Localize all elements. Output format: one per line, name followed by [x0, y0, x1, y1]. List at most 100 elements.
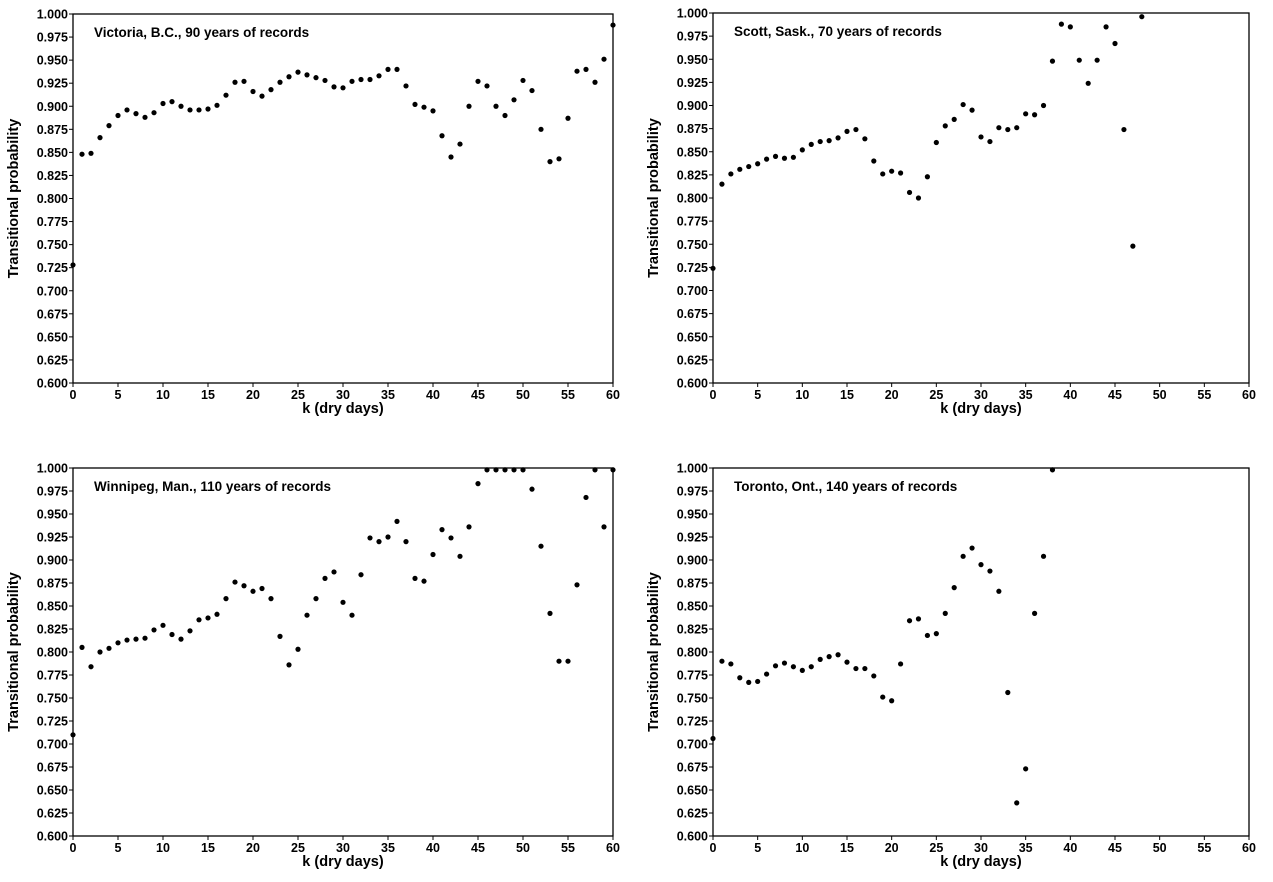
data-point	[601, 56, 607, 62]
y-tick-label: 0.600	[37, 830, 68, 844]
y-tick-label: 0.925	[37, 77, 68, 91]
data-point	[853, 126, 859, 133]
x-tick-label: 45	[471, 841, 485, 855]
data-point	[764, 671, 770, 677]
data-point	[340, 85, 346, 91]
y-tick-label: 0.975	[677, 485, 708, 499]
data-point	[790, 154, 797, 160]
y-tick-label: 1.000	[37, 462, 68, 476]
data-point	[304, 612, 310, 618]
data-point	[1076, 57, 1082, 63]
chart-panel-2: 0.600 0.625 0.650 0.675 0.700 0.725 0.750 0.775…	[646, 7, 1256, 418]
y-axis-title: Transitional probability	[6, 119, 22, 279]
data-point	[322, 77, 328, 84]
x-tick-label: 25	[929, 388, 943, 402]
y-tick-label: 0.725	[37, 261, 68, 275]
data-point	[466, 103, 472, 109]
x-tick-label: 25	[291, 841, 305, 855]
y-tick-label: 0.900	[37, 554, 68, 568]
data-point	[457, 141, 463, 147]
data-point	[1032, 610, 1038, 616]
data-point	[133, 111, 139, 117]
y-tick-label: 0.725	[677, 715, 708, 729]
data-point	[906, 189, 913, 196]
data-point	[502, 112, 508, 119]
y-tick-label: 0.650	[677, 330, 708, 344]
data-point	[1005, 126, 1011, 133]
data-point	[214, 102, 220, 108]
y-tick-label: 0.775	[37, 669, 68, 683]
x-tick-label: 10	[795, 388, 809, 402]
data-point	[960, 553, 966, 559]
panel-title: Scott, Sask., 70 years of records	[734, 24, 942, 39]
x-tick-label: 60	[606, 388, 620, 402]
y-tick-label: 0.600	[37, 377, 68, 391]
data-point	[808, 141, 814, 147]
y-tick-label: 0.675	[37, 307, 68, 321]
y-tick-label: 0.700	[37, 738, 68, 752]
data-point	[277, 633, 283, 639]
y-tick-label: 0.700	[37, 284, 68, 298]
data-point	[502, 467, 508, 473]
data-point	[737, 166, 743, 172]
data-point	[268, 596, 274, 602]
x-tick-label: 45	[471, 388, 485, 402]
x-tick-label: 50	[1153, 388, 1167, 402]
y-tick-label: 0.600	[677, 377, 708, 391]
x-tick-label: 40	[1063, 388, 1077, 402]
y-tick-label: 0.950	[677, 53, 708, 67]
y-tick-label: 0.600	[677, 830, 708, 844]
data-point	[115, 640, 121, 646]
data-point	[862, 665, 868, 672]
data-point	[385, 66, 391, 72]
data-point	[951, 116, 957, 122]
data-point	[349, 78, 355, 84]
x-tick-label: 60	[1242, 841, 1256, 855]
x-tick-label: 30	[974, 388, 988, 402]
data-point	[196, 107, 202, 113]
data-point	[1005, 689, 1011, 696]
y-tick-label: 0.800	[677, 192, 708, 206]
x-tick-label: 20	[246, 841, 260, 855]
data-point	[79, 644, 85, 651]
data-point	[250, 88, 256, 95]
data-point	[142, 635, 148, 641]
x-tick-label: 35	[1019, 388, 1033, 402]
data-point	[826, 654, 832, 660]
data-point	[1130, 243, 1136, 249]
data-point	[556, 156, 562, 162]
data-point	[924, 174, 931, 180]
y-tick-label: 0.650	[37, 784, 68, 798]
y-tick-label: 0.775	[37, 215, 68, 229]
data-point	[268, 87, 274, 93]
y-tick-label: 0.900	[37, 100, 68, 114]
x-tick-label: 50	[516, 841, 530, 855]
data-point	[889, 168, 895, 174]
y-tick-label: 0.950	[37, 508, 68, 522]
y-tick-label: 0.825	[37, 623, 68, 637]
y-tick-label: 0.875	[37, 577, 68, 591]
data-point	[430, 551, 436, 558]
y-tick-label: 0.850	[37, 146, 68, 160]
x-tick-label: 5	[754, 388, 761, 402]
data-point	[259, 585, 265, 592]
data-point	[898, 170, 904, 176]
data-point	[493, 467, 499, 473]
data-point	[142, 114, 148, 120]
x-tick-label: 40	[426, 388, 440, 402]
data-point	[583, 494, 589, 501]
y-tick-label: 0.700	[677, 738, 708, 752]
data-point	[728, 661, 734, 667]
y-tick-label: 0.900	[677, 554, 708, 568]
data-point	[1014, 125, 1020, 131]
data-point	[1040, 102, 1047, 109]
data-point	[304, 72, 310, 78]
y-tick-label: 0.750	[37, 692, 68, 706]
data-point	[223, 596, 229, 602]
data-point	[358, 572, 364, 578]
x-tick-label: 20	[885, 841, 899, 855]
data-point	[737, 675, 743, 681]
data-point	[205, 615, 211, 621]
data-point	[835, 652, 841, 658]
chart-panel-4: 0.600 0.625 0.650 0.675 0.700 0.725 0.750 0.775…	[646, 462, 1256, 871]
